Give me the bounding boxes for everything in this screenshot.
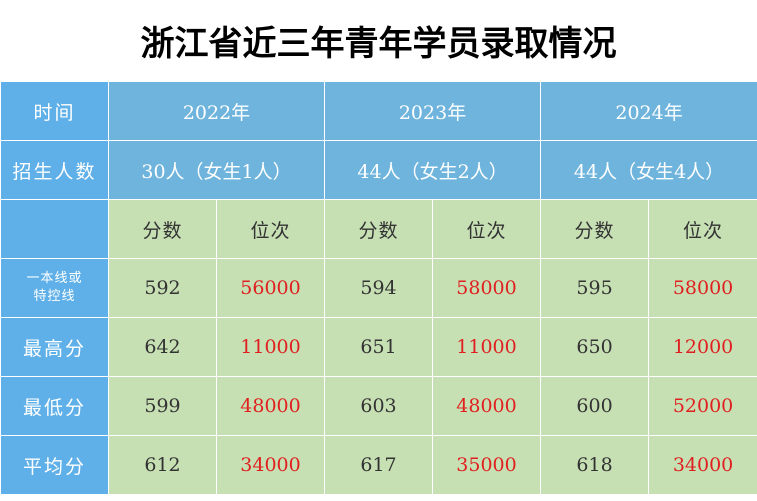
score-cell: 594 <box>324 258 434 318</box>
table-row: 最低分 599 48000 603 48000 600 52000 <box>0 376 757 436</box>
score-cell: 595 <box>540 258 650 318</box>
row-label-lowest: 最低分 <box>0 376 109 436</box>
score-cell: 612 <box>108 435 217 495</box>
row-label-baseline: 一本线或 特控线 <box>0 258 109 318</box>
year-2024: 2024年 <box>540 81 757 141</box>
table-row-years: 时间 2022年 2023年 2024年 <box>0 81 757 141</box>
rank-header-2022: 位次 <box>215 199 326 259</box>
rank-cell: 34000 <box>648 435 757 495</box>
score-cell: 650 <box>540 317 650 377</box>
row-label-line1: 一本线或 <box>26 271 83 286</box>
score-cell: 592 <box>108 258 217 318</box>
rank-cell: 35000 <box>432 435 542 495</box>
table-row-subheaders: 分数 位次 分数 位次 分数 位次 <box>0 199 757 259</box>
year-2023: 2023年 <box>324 81 542 141</box>
recruit-2023: 44人（女生2人） <box>324 140 542 200</box>
table-row: 平均分 612 34000 617 35000 618 34000 <box>0 435 757 495</box>
rank-cell: 34000 <box>215 435 326 495</box>
rank-cell: 48000 <box>432 376 542 436</box>
score-cell: 600 <box>540 376 650 436</box>
rank-cell: 52000 <box>648 376 757 436</box>
year-2022: 2022年 <box>107 81 326 141</box>
rank-cell: 11000 <box>215 317 326 377</box>
score-header-2023: 分数 <box>324 199 434 259</box>
score-cell: 651 <box>324 317 434 377</box>
rank-cell: 58000 <box>432 258 542 318</box>
recruit-2024: 44人（女生4人） <box>540 140 757 200</box>
score-header-2022: 分数 <box>108 199 217 259</box>
table-row-recruit: 招生人数 30人（女生1人） 44人（女生2人） 44人（女生4人） <box>0 140 757 200</box>
table-row: 一本线或 特控线 592 56000 594 58000 595 58000 <box>0 258 757 318</box>
rank-cell: 58000 <box>648 258 757 318</box>
rank-cell: 48000 <box>215 376 326 436</box>
rank-cell: 11000 <box>432 317 542 377</box>
recruit-2022: 30人（女生1人） <box>107 140 326 200</box>
score-cell: 617 <box>324 435 434 495</box>
recruit-label: 招生人数 <box>0 140 109 200</box>
rank-cell: 12000 <box>648 317 757 377</box>
score-cell: 603 <box>324 376 434 436</box>
row-label-line2: 特控线 <box>33 289 76 304</box>
page-title: 浙江省近三年青年学员录取情况 <box>140 24 617 64</box>
rank-header-2024: 位次 <box>648 199 757 259</box>
time-label: 时间 <box>0 81 109 141</box>
admission-table: 时间 2022年 2023年 2024年 招生人数 30人（女生1人） 44人（… <box>0 81 757 495</box>
score-cell: 618 <box>540 435 650 495</box>
rank-header-2023: 位次 <box>432 199 542 259</box>
rank-cell: 56000 <box>215 258 326 318</box>
subheader-corner <box>0 199 109 259</box>
row-label-average: 平均分 <box>0 435 109 495</box>
score-cell: 642 <box>108 317 217 377</box>
table-row: 最高分 642 11000 651 11000 650 12000 <box>0 317 757 377</box>
score-cell: 599 <box>108 376 217 436</box>
score-header-2024: 分数 <box>540 199 650 259</box>
row-label-highest: 最高分 <box>0 317 109 377</box>
